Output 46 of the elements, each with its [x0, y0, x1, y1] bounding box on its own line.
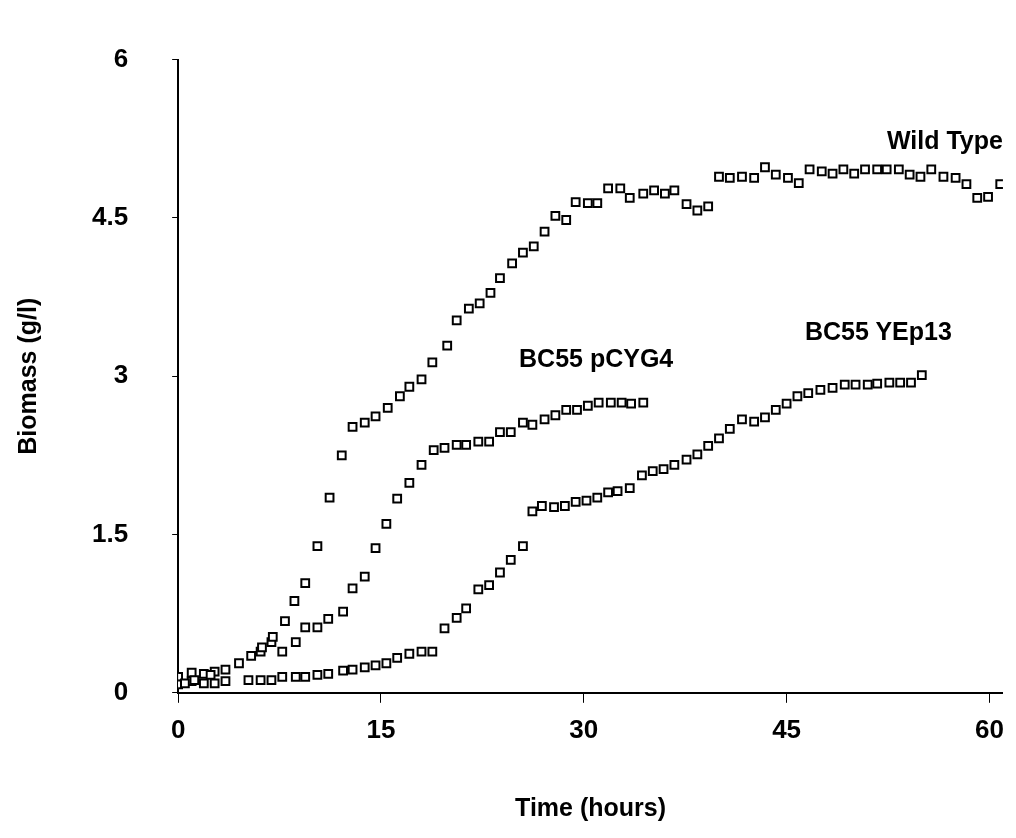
point — [392, 493, 403, 504]
point — [323, 614, 334, 624]
y-tick-label: 1.5 — [91, 517, 129, 548]
point — [572, 405, 582, 415]
point — [550, 410, 561, 421]
point — [347, 583, 358, 594]
x-tick-label: 30 — [569, 713, 599, 744]
point — [300, 622, 311, 633]
x-tick-label: 45 — [772, 713, 802, 744]
series-label: BC55 YEp13 — [804, 316, 952, 345]
point — [561, 405, 572, 415]
point — [359, 571, 370, 582]
series-label: Wild Type — [886, 125, 1004, 154]
point — [416, 459, 427, 470]
point — [505, 427, 516, 438]
point — [527, 419, 538, 430]
x-axis-title: Time (hours) — [515, 792, 667, 821]
point — [518, 417, 528, 428]
point — [381, 519, 392, 529]
point — [404, 477, 415, 488]
point — [312, 622, 323, 633]
point — [593, 397, 604, 408]
x-tick-label: 60 — [974, 713, 1004, 744]
series-label: BC55 pCYG4 — [519, 343, 674, 372]
point — [338, 606, 348, 617]
y-tick-label: 3 — [113, 359, 129, 390]
y-tick-label: 6 — [113, 42, 129, 73]
point — [605, 397, 616, 408]
point — [370, 543, 381, 554]
point — [439, 443, 450, 453]
point — [484, 436, 495, 447]
point — [277, 646, 288, 657]
point — [428, 445, 439, 455]
point — [473, 436, 484, 447]
point — [582, 400, 593, 411]
point — [451, 439, 462, 450]
y-tick-label: 0 — [113, 675, 129, 706]
point — [638, 397, 649, 408]
y-axis-title: Biomass (g/l) — [12, 297, 41, 455]
y-tick-label: 4.5 — [91, 201, 129, 232]
point — [495, 427, 505, 438]
x-tick-label: 0 — [170, 713, 186, 744]
point — [461, 439, 472, 450]
point — [626, 398, 636, 409]
point — [290, 637, 301, 648]
x-tick-label: 15 — [366, 713, 396, 744]
